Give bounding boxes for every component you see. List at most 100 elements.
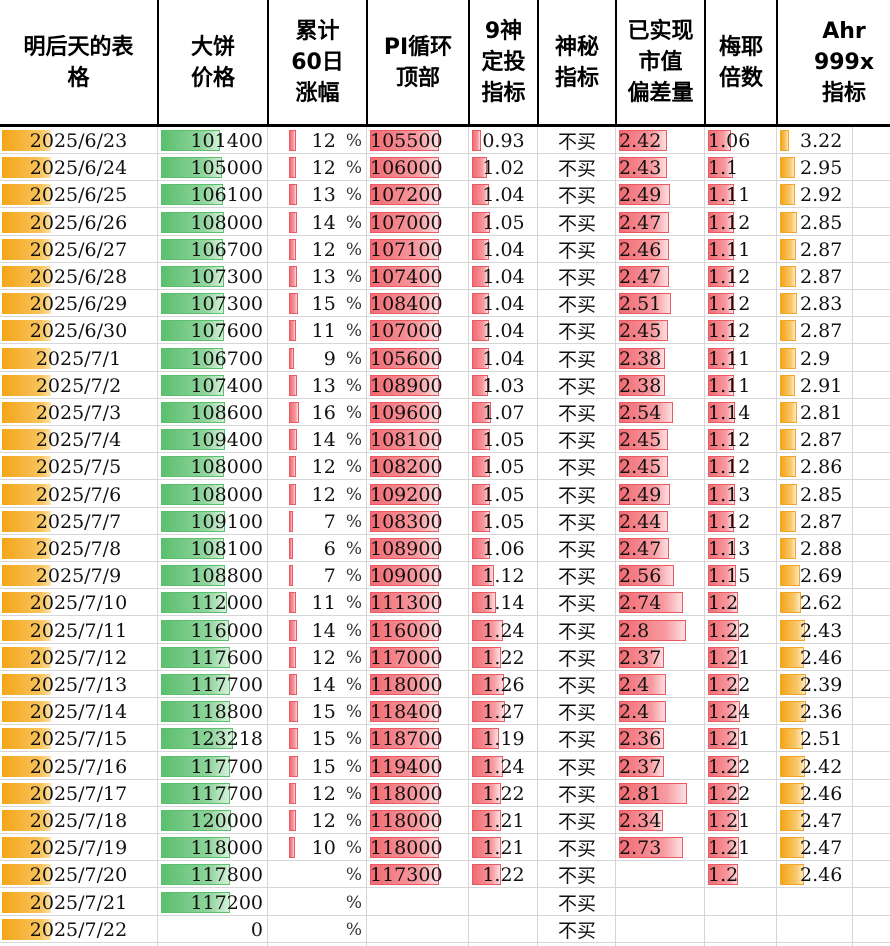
mvrv-cell[interactable]: 2.45 bbox=[617, 453, 704, 480]
mayer-cell[interactable]: 1.12 bbox=[706, 426, 776, 453]
gain-cell[interactable]: 11% bbox=[269, 589, 366, 616]
ahr-cell[interactable]: 2.86 bbox=[778, 453, 890, 480]
mayer-cell[interactable]: 1.2 bbox=[706, 861, 776, 888]
pi-cycle-cell[interactable]: 117000 bbox=[368, 644, 468, 671]
mayer-cell[interactable] bbox=[706, 889, 776, 916]
ahr-cell[interactable]: 2.87 bbox=[778, 263, 890, 290]
price-cell[interactable]: 106700 bbox=[159, 345, 267, 372]
secret-cell[interactable]: 不买 bbox=[539, 617, 615, 644]
ahr-cell[interactable]: 2.9 bbox=[778, 345, 890, 372]
dca-cell[interactable]: 1.02 bbox=[470, 154, 537, 181]
gain-cell[interactable]: 15% bbox=[269, 290, 366, 317]
mayer-cell[interactable]: 1.2 bbox=[706, 589, 776, 616]
dca-cell[interactable]: 1.03 bbox=[470, 372, 537, 399]
pi-cycle-cell[interactable]: 118000 bbox=[368, 780, 468, 807]
dca-cell[interactable]: 1.14 bbox=[470, 589, 537, 616]
ahr-cell[interactable]: 2.46 bbox=[778, 644, 890, 671]
dca-cell[interactable]: 1.21 bbox=[470, 807, 537, 834]
date-cell[interactable]: 2025/7/4 bbox=[0, 426, 157, 453]
ahr-cell[interactable]: 2.88 bbox=[778, 535, 890, 562]
mayer-cell[interactable]: 1.11 bbox=[706, 345, 776, 372]
secret-cell[interactable]: 不买 bbox=[539, 181, 615, 208]
gain-cell[interactable]: 16% bbox=[269, 399, 366, 426]
pi-cycle-cell[interactable]: 107000 bbox=[368, 317, 468, 344]
mayer-cell[interactable]: 1.12 bbox=[706, 317, 776, 344]
mvrv-cell[interactable]: 2.49 bbox=[617, 181, 704, 208]
date-cell[interactable]: 2025/7/11 bbox=[0, 617, 157, 644]
price-cell[interactable]: 117800 bbox=[159, 861, 267, 888]
secret-cell[interactable]: 不买 bbox=[539, 127, 615, 154]
date-cell[interactable]: 2025/7/17 bbox=[0, 780, 157, 807]
pi-cycle-cell[interactable]: 119400 bbox=[368, 753, 468, 780]
pi-cycle-cell[interactable]: 118000 bbox=[368, 807, 468, 834]
pi-cycle-cell[interactable] bbox=[368, 889, 468, 916]
ahr-cell[interactable]: 2.92 bbox=[778, 181, 890, 208]
gain-cell[interactable]: 12% bbox=[269, 644, 366, 671]
price-cell[interactable]: 123218 bbox=[159, 725, 267, 752]
ahr-cell[interactable]: 2.46 bbox=[778, 861, 890, 888]
date-cell[interactable]: 2025/6/24 bbox=[0, 154, 157, 181]
date-cell[interactable]: 2025/7/9 bbox=[0, 562, 157, 589]
date-cell[interactable]: 2025/7/3 bbox=[0, 399, 157, 426]
date-cell[interactable]: 2025/7/16 bbox=[0, 753, 157, 780]
ahr-cell[interactable]: 2.85 bbox=[778, 481, 890, 508]
header-60day-gain[interactable]: 累计 60日 涨幅 bbox=[291, 19, 344, 106]
dca-cell[interactable]: 1.12 bbox=[470, 562, 537, 589]
secret-cell[interactable]: 不买 bbox=[539, 263, 615, 290]
dca-cell[interactable]: 1.05 bbox=[470, 481, 537, 508]
dca-cell[interactable]: 1.04 bbox=[470, 263, 537, 290]
gain-cell[interactable]: 12% bbox=[269, 807, 366, 834]
mvrv-cell[interactable]: 2.56 bbox=[617, 562, 704, 589]
mvrv-cell[interactable]: 2.49 bbox=[617, 481, 704, 508]
ahr-cell[interactable]: 2.51 bbox=[778, 725, 890, 752]
price-cell[interactable]: 108000 bbox=[159, 481, 267, 508]
ahr-cell[interactable]: 2.83 bbox=[778, 290, 890, 317]
price-cell[interactable]: 0 bbox=[159, 916, 267, 943]
mvrv-cell[interactable]: 2.47 bbox=[617, 209, 704, 236]
secret-cell[interactable]: 不买 bbox=[539, 671, 615, 698]
mayer-cell[interactable]: 1.12 bbox=[706, 453, 776, 480]
mayer-cell[interactable]: 1.22 bbox=[706, 753, 776, 780]
ahr-cell[interactable]: 2.39 bbox=[778, 671, 890, 698]
price-cell[interactable]: 117700 bbox=[159, 671, 267, 698]
pi-cycle-cell[interactable]: 105600 bbox=[368, 345, 468, 372]
secret-cell[interactable]: 不买 bbox=[539, 780, 615, 807]
secret-cell[interactable]: 不买 bbox=[539, 753, 615, 780]
pi-cycle-cell[interactable]: 116000 bbox=[368, 617, 468, 644]
secret-cell[interactable]: 不买 bbox=[539, 372, 615, 399]
mayer-cell[interactable]: 1.12 bbox=[706, 508, 776, 535]
pi-cycle-cell[interactable]: 108100 bbox=[368, 426, 468, 453]
dca-cell[interactable]: 1.05 bbox=[470, 209, 537, 236]
ahr-cell[interactable]: 2.47 bbox=[778, 834, 890, 861]
gain-cell[interactable]: 7% bbox=[269, 562, 366, 589]
dca-cell[interactable] bbox=[470, 916, 537, 943]
gain-cell[interactable]: 7% bbox=[269, 508, 366, 535]
mvrv-cell[interactable]: 2.44 bbox=[617, 508, 704, 535]
date-cell[interactable]: 2025/6/26 bbox=[0, 209, 157, 236]
mayer-cell[interactable] bbox=[706, 916, 776, 943]
secret-cell[interactable]: 不买 bbox=[539, 154, 615, 181]
gain-cell[interactable]: 12% bbox=[269, 481, 366, 508]
date-cell[interactable]: 2025/6/29 bbox=[0, 290, 157, 317]
price-cell[interactable]: 107300 bbox=[159, 263, 267, 290]
ahr-cell[interactable]: 2.87 bbox=[778, 236, 890, 263]
secret-cell[interactable]: 不买 bbox=[539, 426, 615, 453]
dca-cell[interactable]: 1.06 bbox=[470, 535, 537, 562]
date-cell[interactable]: 2025/7/14 bbox=[0, 698, 157, 725]
header-secret-indicator[interactable]: 神秘 指标 bbox=[554, 34, 599, 91]
mvrv-cell[interactable]: 2.46 bbox=[617, 236, 704, 263]
header-mayer-multiple[interactable]: 梅耶 倍数 bbox=[718, 34, 763, 91]
price-cell[interactable]: 108600 bbox=[159, 399, 267, 426]
secret-cell[interactable]: 不买 bbox=[539, 834, 615, 861]
dca-cell[interactable]: 1.24 bbox=[470, 617, 537, 644]
secret-cell[interactable]: 不买 bbox=[539, 399, 615, 426]
mvrv-cell[interactable] bbox=[617, 861, 704, 888]
mayer-cell[interactable]: 1.22 bbox=[706, 780, 776, 807]
dca-cell[interactable]: 1.21 bbox=[470, 834, 537, 861]
price-cell[interactable]: 117700 bbox=[159, 753, 267, 780]
ahr-cell[interactable]: 2.87 bbox=[778, 426, 890, 453]
secret-cell[interactable]: 不买 bbox=[539, 698, 615, 725]
mayer-cell[interactable]: 1.12 bbox=[706, 290, 776, 317]
dca-cell[interactable]: 1.04 bbox=[470, 181, 537, 208]
ahr-cell[interactable]: 2.69 bbox=[778, 562, 890, 589]
